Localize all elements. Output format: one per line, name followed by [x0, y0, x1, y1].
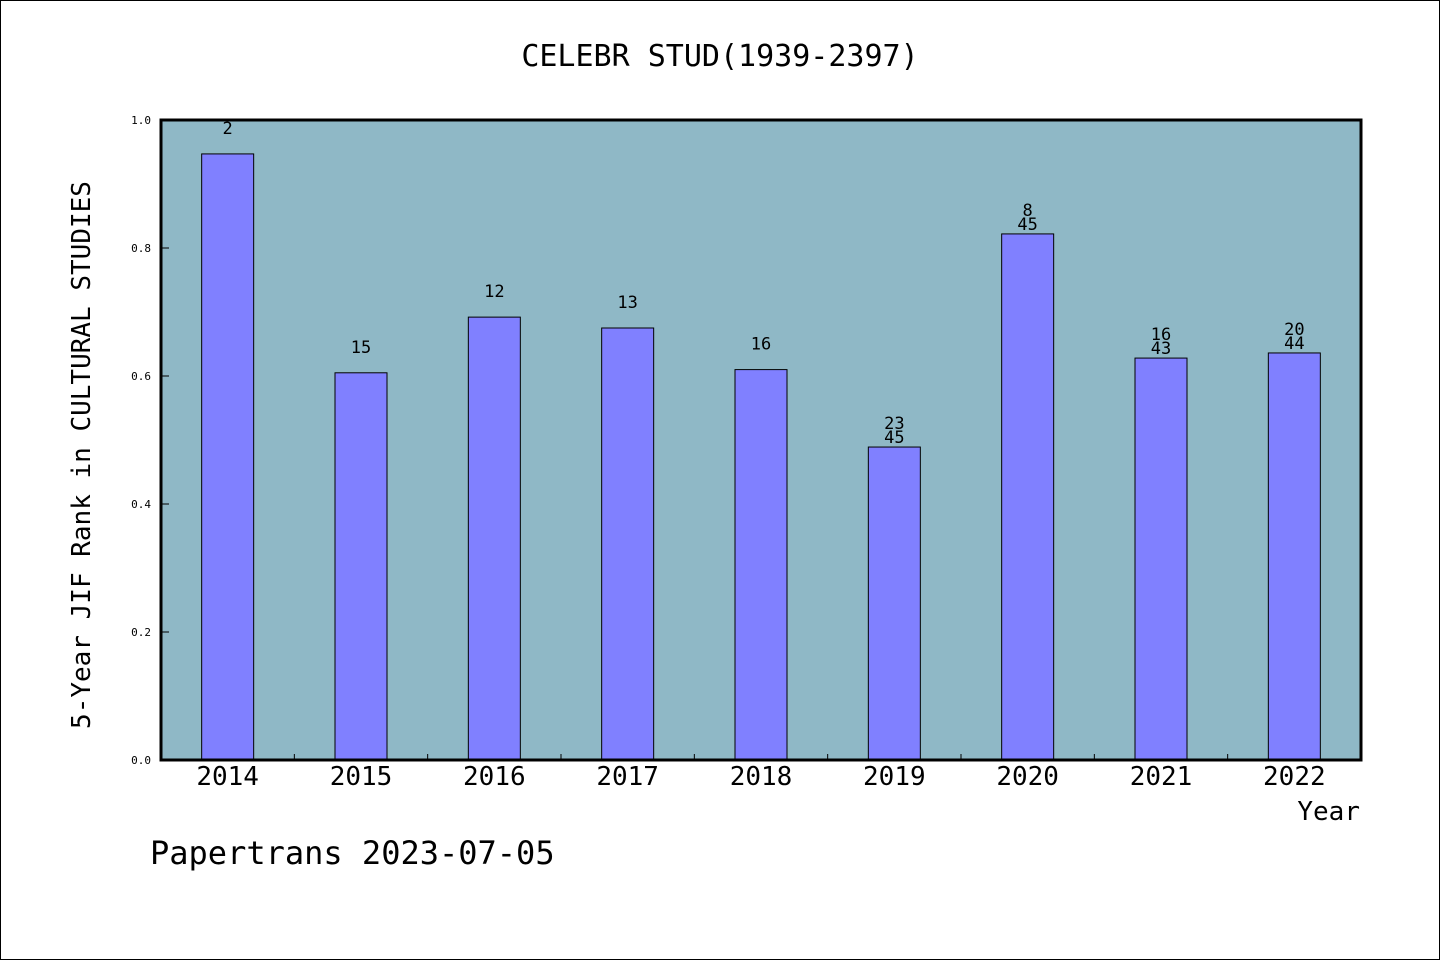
bar-label-2014-0: 2 [223, 119, 233, 139]
y-tick-label-0.4: 0.4 [131, 498, 151, 511]
x-tick-label-2022: 2022 [1263, 762, 1326, 792]
x-tick-label-2019: 2019 [863, 762, 926, 792]
x-tick-label-2021: 2021 [1130, 762, 1193, 792]
y-tick-label-0.6: 0.6 [131, 370, 151, 383]
bar-2016 [467, 316, 521, 761]
chart-title: CELEBR STUD(1939-2397) [521, 39, 918, 74]
bar-2021 [1134, 357, 1188, 761]
bar-2020 [1001, 233, 1055, 761]
x-axis-title: Year [1297, 797, 1360, 827]
y-axis: 0.0 0.2 0.4 0.6 0.8 1.0 [131, 114, 169, 767]
bar-label-2016-0: 12 [484, 282, 504, 302]
bar-label-2022-1: 44 [1284, 334, 1304, 354]
y-axis-title: 5-Year JIF Rank in CULTURAL STUDIES [67, 181, 97, 729]
bar-label-2018-0: 16 [751, 335, 771, 355]
x-tick-label-2015: 2015 [330, 762, 393, 792]
x-tick-label-2016: 2016 [463, 762, 526, 792]
x-tick-label-2017: 2017 [596, 762, 659, 792]
y-tick-label-0.2: 0.2 [131, 626, 151, 639]
x-tick-label-2014: 2014 [196, 762, 259, 792]
x-axis: 2014 2015 2016 2017 2018 2019 2020 2021 2022 [196, 754, 1326, 792]
bar-2017 [601, 327, 655, 761]
bar-label-2015-0: 15 [351, 338, 371, 358]
bars-group [201, 153, 1321, 761]
bar-label-2021-1: 43 [1151, 339, 1171, 359]
y-tick-label-1.0: 1.0 [131, 114, 151, 127]
bar-2014 [201, 153, 255, 761]
plot-border [159, 118, 1363, 762]
x-tick-label-2018: 2018 [730, 762, 793, 792]
y-tick-label-0.0: 0.0 [131, 754, 151, 767]
y-tick-label-0.8: 0.8 [131, 242, 151, 255]
bar-2018 [734, 369, 788, 761]
bar-2022 [1267, 352, 1321, 761]
bar-label-2020-1: 45 [1017, 215, 1037, 235]
bar-label-2019-1: 45 [884, 428, 904, 448]
bar-label-2017-0: 13 [617, 293, 637, 313]
x-tick-label-2020: 2020 [996, 762, 1059, 792]
bar-2019 [867, 446, 921, 761]
bar-label-2022-0: 20 [1284, 320, 1304, 340]
bar-label-2021-0: 16 [1151, 325, 1171, 345]
footer-credit: Papertrans 2023-07-05 [150, 834, 555, 872]
bar-label-2019-0: 23 [884, 414, 904, 434]
bar-2015 [334, 372, 388, 761]
bar-label-2020-0: 8 [1023, 201, 1033, 221]
